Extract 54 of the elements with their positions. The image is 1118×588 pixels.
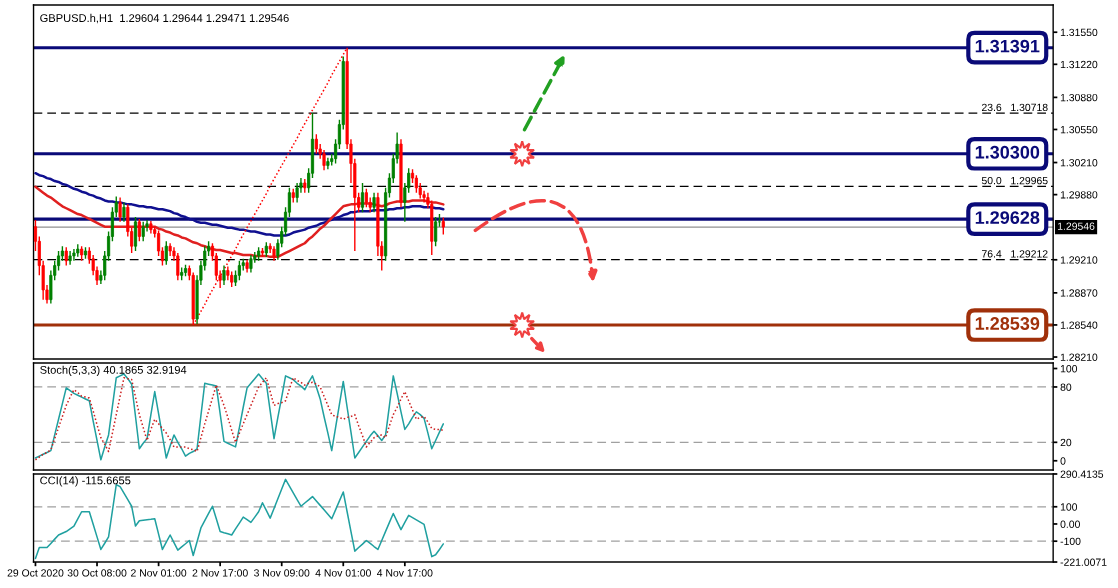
y-tick-label: 1.28870 [1060, 289, 1098, 297]
text: GBPUSD.h,H1 1.29604 1.29644 1.29471 1.29546 [40, 13, 289, 24]
y-tick-label: 0 [1060, 457, 1066, 465]
x-tick-label: 4 Nov 01:00 [315, 569, 371, 577]
ref-line-label: 1.29628 [975, 211, 1040, 224]
y-tick-label: 290.4135 [1060, 470, 1104, 478]
candlestick [434, 216, 438, 247]
candlestick [314, 133, 318, 155]
y-tick-label: 1.30210 [1060, 159, 1098, 167]
y-tick-label: 1.28210 [1060, 353, 1098, 361]
x-tick-label: 3 Nov 09:00 [254, 569, 310, 577]
ref-line-label: 1.31391 [975, 39, 1040, 53]
candlestick [56, 250, 61, 272]
chart-title: Stoch(5,3,3) 40.1865 32.9194 [40, 365, 187, 376]
y-tick-label: 1.30550 [1060, 125, 1098, 134]
ref-line-label: 23.6 1.30718 [981, 103, 1048, 112]
y-tick-label: 100 [1060, 503, 1078, 511]
candlestick [364, 188, 368, 208]
y-tick-label: 1.31220 [1060, 60, 1098, 69]
x-tick-label: 30 Oct 08:00 [67, 569, 127, 577]
y-tick-label: 20 [1060, 438, 1072, 447]
ref-line-label: 1.30300 [975, 145, 1040, 159]
candlestick [295, 182, 299, 204]
x-tick-label: 2 Nov 17:00 [192, 569, 248, 577]
ref-line-label: 50.0 1.29965 [981, 176, 1048, 185]
y-tick-label: 0.00 [1060, 520, 1080, 528]
y-tick-label: 1.28540 [1060, 321, 1098, 329]
candlestick [222, 264, 226, 286]
chart-title: CCI(14) -115.6655 [40, 476, 131, 487]
ref-line-label: 1.29546 [1058, 222, 1095, 230]
candlestick [372, 191, 376, 213]
ref-line-label: 1.28539 [975, 317, 1040, 330]
ref-line-label: 76.4 1.29212 [981, 250, 1048, 258]
candlestick [360, 182, 365, 213]
y-tick-label: -100 [1060, 537, 1081, 546]
candlestick [141, 221, 145, 243]
candlestick [237, 260, 241, 281]
y-tick-label: 1.31550 [1060, 28, 1098, 37]
line-series [34, 478, 445, 560]
y-tick-label: 80 [1060, 383, 1072, 391]
candlestick [164, 240, 168, 266]
y-tick-label: 1.30880 [1060, 93, 1098, 102]
y-tick-label: 1.29880 [1060, 191, 1098, 199]
x-tick-label: 4 Nov 17:00 [376, 569, 433, 577]
candlestick [118, 196, 122, 223]
candlestick [64, 246, 68, 267]
x-tick-label: 29 Oct 2020 [7, 569, 64, 577]
candlestick [137, 218, 141, 243]
candlestick [122, 201, 126, 223]
y-tick-label: 1.29210 [1060, 256, 1098, 264]
y-tick-label: -221.0071 [1060, 558, 1107, 566]
y-tick-label: 100 [1060, 365, 1078, 373]
candlestick [157, 229, 161, 257]
x-tick-label: 2 Nov 01:00 [131, 569, 187, 577]
